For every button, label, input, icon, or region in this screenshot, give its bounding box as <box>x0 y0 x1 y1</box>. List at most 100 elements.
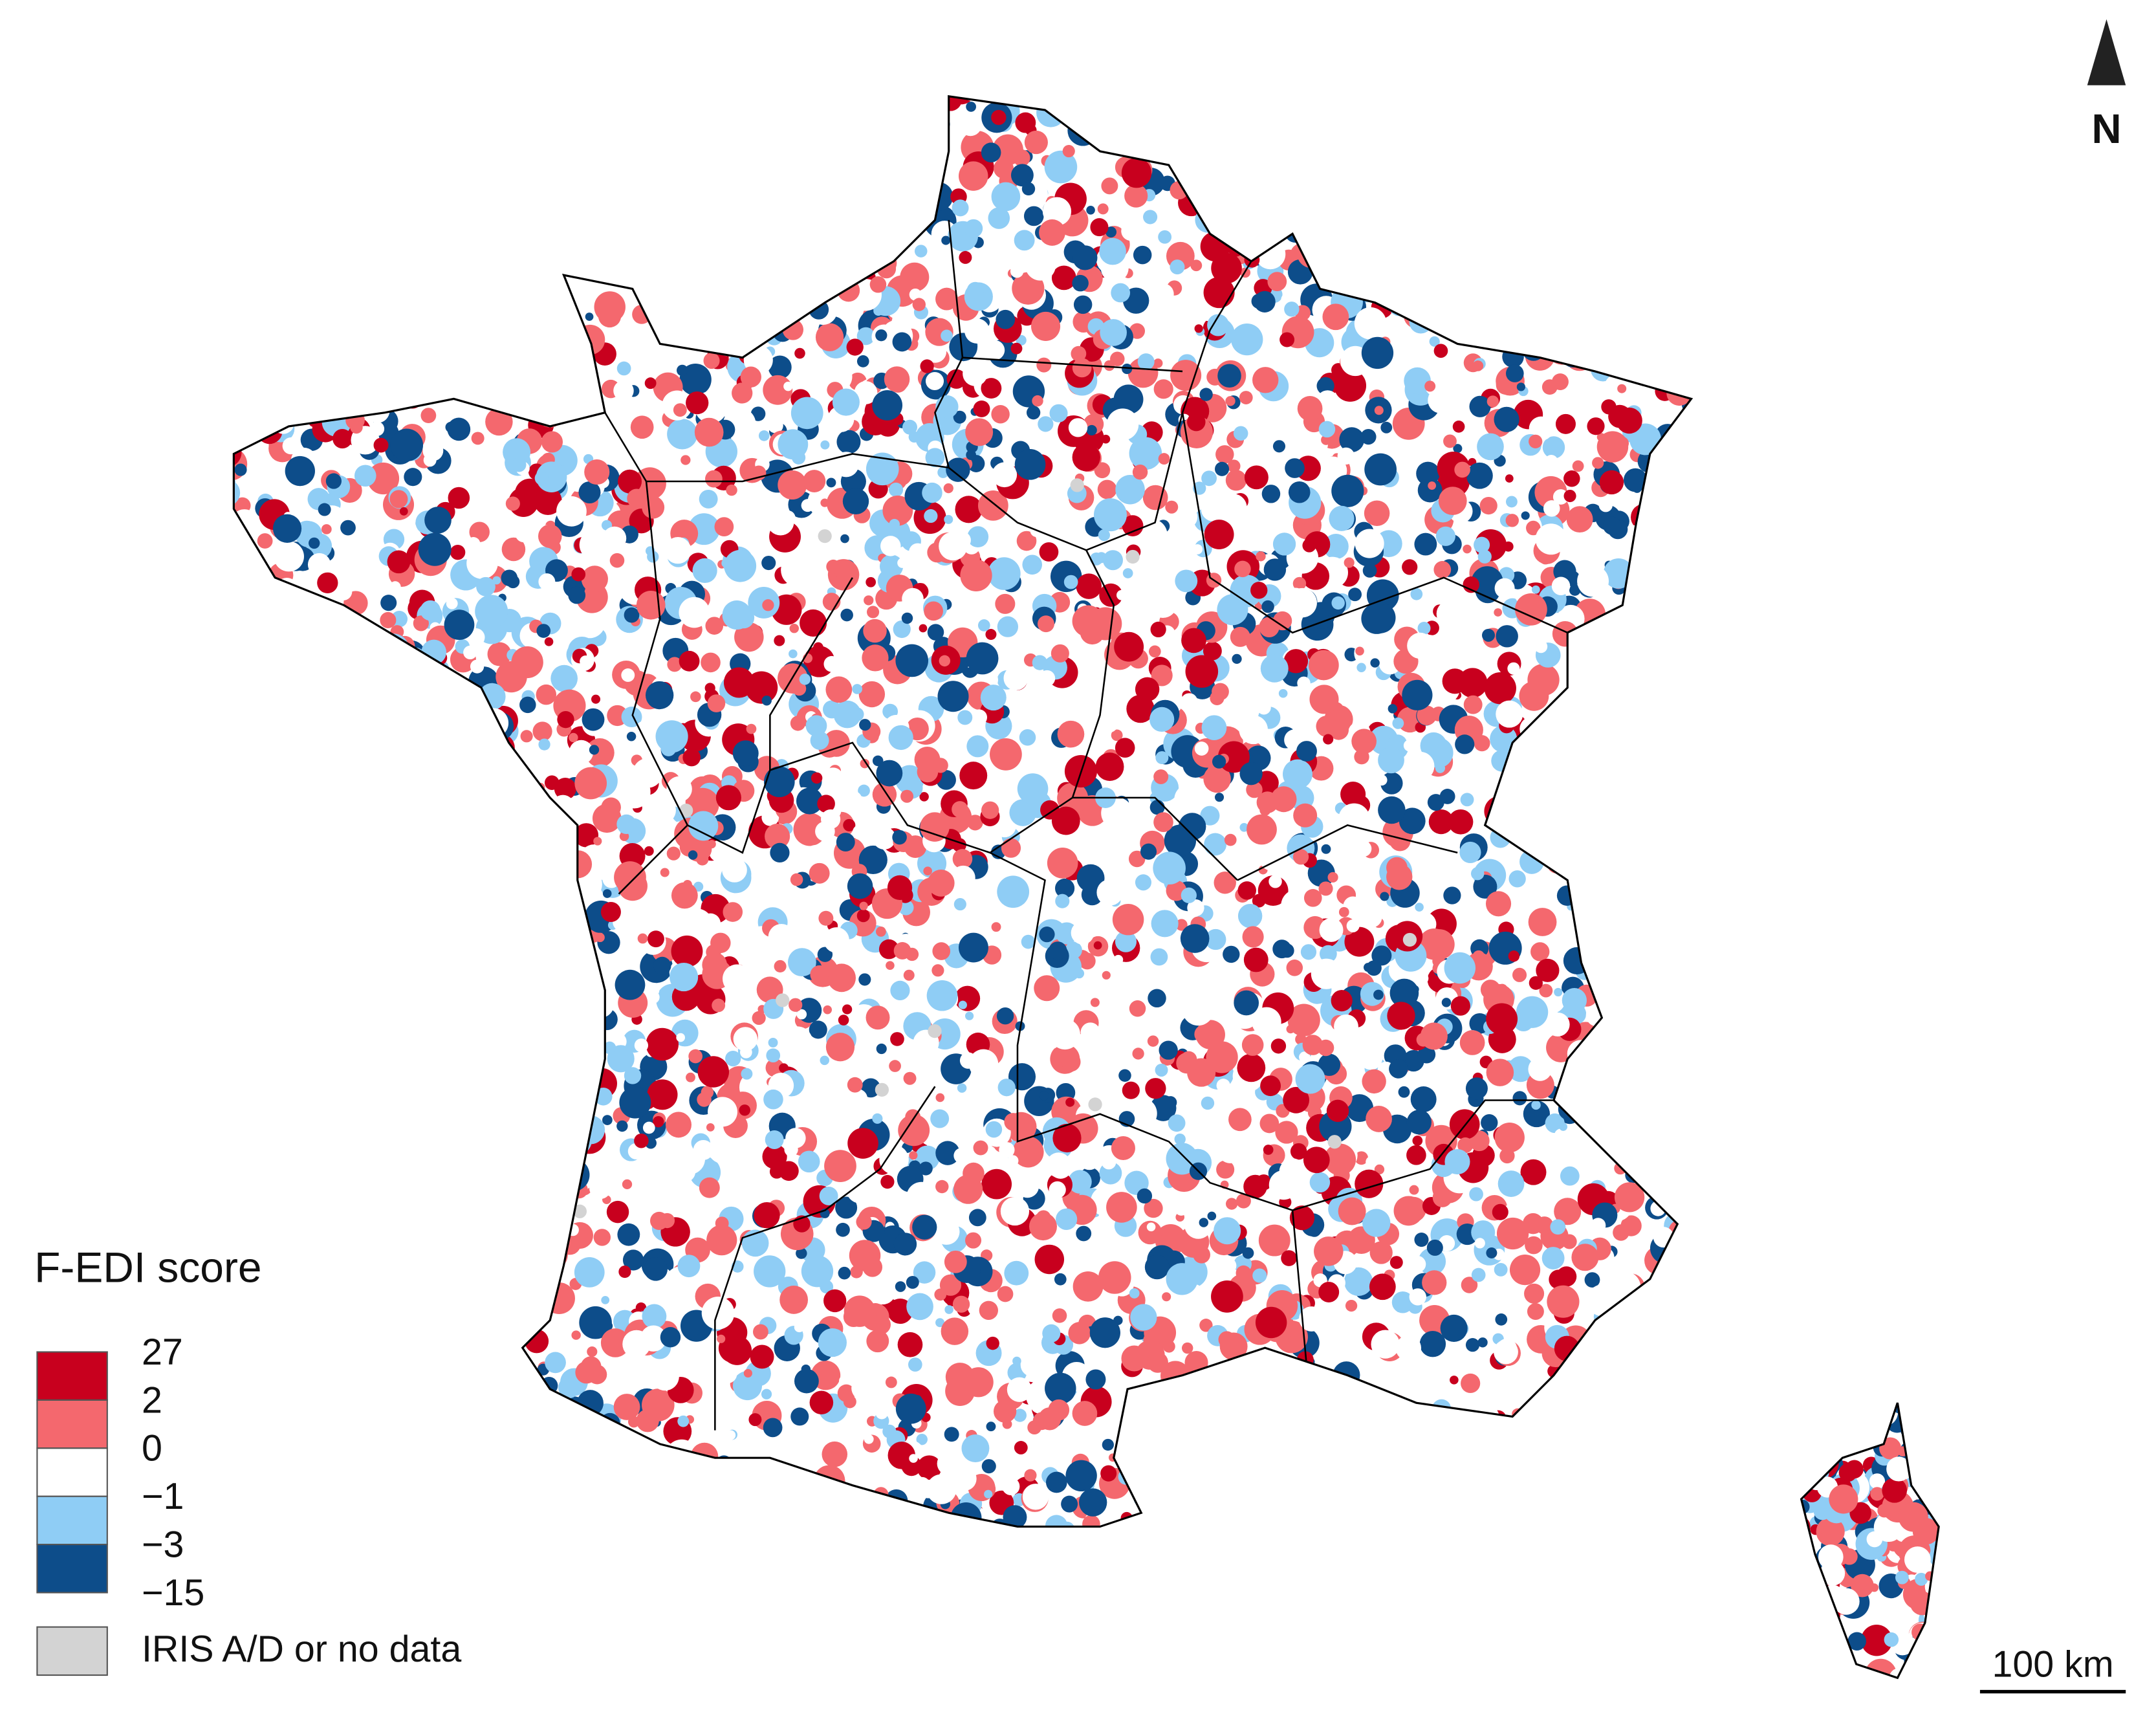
iris-patch <box>880 536 901 556</box>
iris-patch <box>333 1277 349 1293</box>
iris-patch <box>1355 1169 1384 1198</box>
iris-patch <box>534 487 562 516</box>
iris-patch <box>895 644 929 677</box>
iris-patch <box>582 188 613 220</box>
iris-patch <box>1542 128 1554 140</box>
iris-patch <box>1606 1028 1624 1046</box>
iris-patch <box>308 537 320 549</box>
iris-patch <box>412 681 444 714</box>
iris-patch <box>452 1304 476 1329</box>
iris-patch <box>301 1490 313 1502</box>
iris-patch <box>1379 113 1408 142</box>
iris-patch <box>965 418 994 446</box>
iris-patch <box>832 129 865 162</box>
iris-patch <box>1454 461 1470 478</box>
iris-patch <box>1673 1425 1694 1447</box>
iris-patch <box>758 430 770 441</box>
iris-patch <box>1061 1495 1078 1513</box>
iris-patch <box>234 463 247 476</box>
iris-patch <box>1273 1513 1285 1526</box>
iris-patch <box>1572 460 1584 472</box>
iris-patch <box>1576 1478 1589 1492</box>
iris-patch <box>1563 947 1591 975</box>
iris-patch <box>514 1018 528 1032</box>
iris-patch <box>1518 96 1534 109</box>
iris-patch <box>552 1465 584 1497</box>
iris-patch <box>1670 1076 1701 1107</box>
iris-patch <box>1277 1490 1295 1508</box>
iris-patch <box>1563 470 1580 487</box>
iris-patch <box>1216 1079 1230 1093</box>
iris-patch <box>234 184 263 218</box>
iris-patch <box>1655 796 1677 818</box>
iris-patch <box>287 402 299 415</box>
iris-patch <box>1639 899 1671 932</box>
iris-patch <box>1562 736 1578 752</box>
iris-patch <box>296 1372 305 1382</box>
iris-patch <box>356 1333 374 1352</box>
iris-patch <box>618 469 642 494</box>
iris-patch <box>847 1077 863 1093</box>
iris-patch <box>1543 500 1560 517</box>
iris-patch <box>1409 1288 1426 1306</box>
iris-patch <box>387 550 411 574</box>
iris-patch <box>993 158 1014 179</box>
iris-patch <box>503 1232 524 1253</box>
iris-patch <box>328 1031 361 1065</box>
iris-patch <box>367 1055 389 1077</box>
iris-patch <box>347 1253 371 1277</box>
iris-patch <box>1278 688 1288 698</box>
iris-patch <box>980 685 1007 711</box>
iris-patch <box>931 964 944 977</box>
iris-patch <box>1477 433 1504 461</box>
iris-patch <box>823 1289 847 1313</box>
iris-patch <box>459 1077 477 1095</box>
iris-patch <box>1145 1078 1166 1099</box>
iris-patch <box>272 701 288 718</box>
iris-patch <box>1683 427 1702 446</box>
iris-patch <box>819 1187 838 1205</box>
iris-patch <box>719 85 728 94</box>
iris-patch <box>822 767 844 789</box>
iris-patch <box>364 686 374 696</box>
iris-patch <box>1138 1456 1167 1485</box>
iris-patch <box>1153 358 1163 368</box>
iris-patch <box>414 79 426 91</box>
iris-patch <box>296 1332 325 1361</box>
iris-patch <box>270 1046 290 1066</box>
iris-patch <box>1414 226 1437 250</box>
iris-patch <box>417 908 435 927</box>
iris-patch <box>1551 373 1569 391</box>
iris-patch <box>1580 1079 1596 1095</box>
iris-patch <box>445 1383 459 1396</box>
iris-patch <box>235 1016 253 1034</box>
iris-patch <box>478 320 507 349</box>
iris-patch <box>1624 1047 1648 1071</box>
iris-patch <box>237 683 258 704</box>
iris-patch <box>1499 96 1513 102</box>
iris-patch <box>728 217 758 247</box>
iris-patch <box>1540 269 1560 288</box>
iris-patch <box>1589 662 1609 683</box>
iris-patch <box>538 1467 556 1486</box>
iris-patch <box>985 765 1001 782</box>
iris-patch <box>520 1183 547 1209</box>
iris-patch <box>1691 1380 1701 1390</box>
iris-patch <box>1019 729 1036 746</box>
iris-patch <box>1333 96 1364 121</box>
iris-patch <box>240 885 250 895</box>
iris-patch <box>1600 536 1622 558</box>
iris-patch <box>1687 1068 1704 1085</box>
iris-patch <box>398 170 418 190</box>
iris-patch <box>1234 127 1267 160</box>
iris-patch <box>515 1195 539 1219</box>
iris-patch <box>581 565 608 593</box>
iris-patch <box>958 932 988 963</box>
iris-patch <box>265 102 275 111</box>
iris-patch <box>1361 603 1392 634</box>
iris-patch <box>917 1455 942 1480</box>
iris-patch <box>955 496 983 523</box>
iris-patch <box>340 658 349 667</box>
iris-patch <box>520 283 537 299</box>
iris-patch <box>1549 1493 1565 1509</box>
